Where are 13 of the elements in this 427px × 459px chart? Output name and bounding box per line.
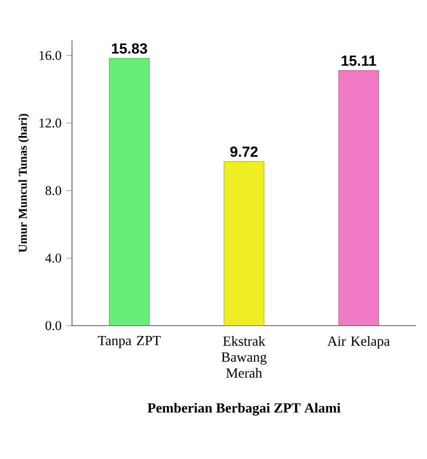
data-label: 9.72: [230, 146, 258, 157]
y-tick-label: 8.0: [46, 186, 62, 196]
data-label: 15.83: [112, 43, 148, 54]
y-tick-label: 12.0: [40, 118, 62, 128]
x-tick-label: Air Kelapa: [327, 336, 390, 349]
y-tick-label: 16.0: [40, 51, 62, 60]
x-tick-label: Tanpa ZPT: [98, 336, 161, 348]
data-label: 15.11: [342, 56, 376, 66]
y-tick-label: 0.0: [46, 321, 62, 330]
x-axis-title: Pemberian Berbagai ZPT Alami: [148, 402, 340, 416]
x-tick-label: Ekstrak Bawang Merah: [222, 336, 267, 378]
y-tick-label: 4.0: [45, 254, 62, 263]
y-axis-title: Umur Muncul Tunas (hari): [18, 114, 30, 252]
